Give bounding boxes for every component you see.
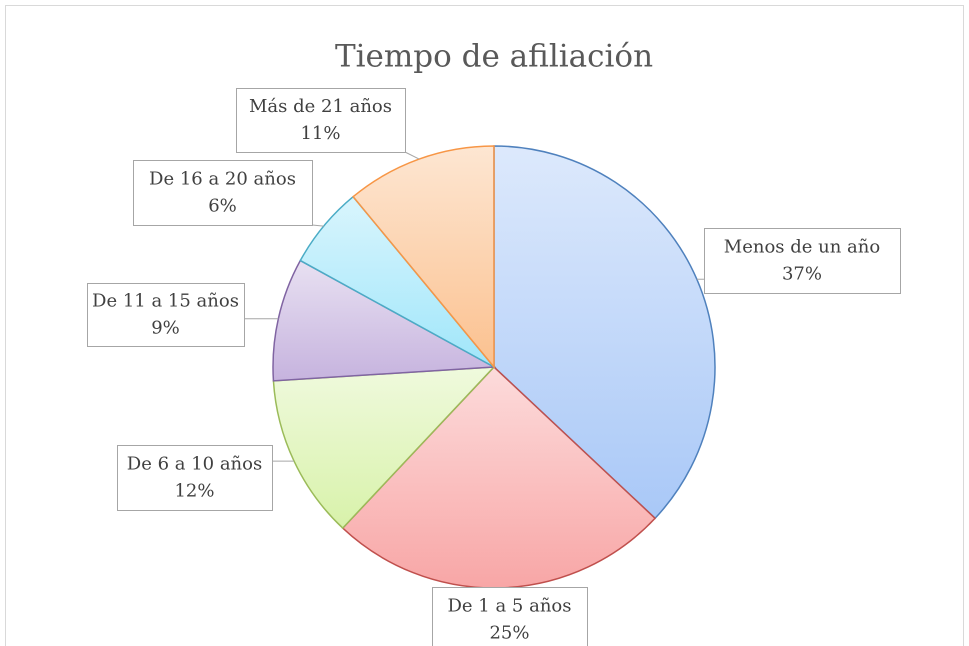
label-box: [432, 587, 588, 646]
data-label-value: 6%: [208, 196, 237, 217]
label-box: [133, 160, 313, 226]
data-label-name: Menos de un año: [724, 237, 880, 258]
data-label-value: 37%: [782, 264, 822, 285]
pie-slice: [352, 145, 495, 370]
label-box: [704, 228, 901, 294]
label-box: [87, 283, 245, 347]
label-box: [117, 445, 273, 511]
data-label-name: De 11 a 15 años: [92, 291, 239, 312]
data-label-name: De 6 a 10 años: [127, 454, 262, 475]
data-label-name: Más de 21 años: [249, 96, 392, 117]
data-label-name: De 16 a 20 años: [149, 169, 296, 190]
label-box: [236, 88, 406, 153]
leader-line: [404, 151, 420, 160]
data-label-value: 9%: [151, 318, 180, 339]
data-label-name: De 1 a 5 años: [447, 596, 571, 617]
leader-line: [311, 224, 324, 227]
data-label-value: 25%: [489, 623, 529, 644]
data-label-value: 11%: [300, 123, 340, 144]
data-label-value: 12%: [174, 481, 214, 502]
pie-slice: [272, 259, 497, 382]
chart-title: Tiempo de afiliación: [335, 39, 653, 75]
